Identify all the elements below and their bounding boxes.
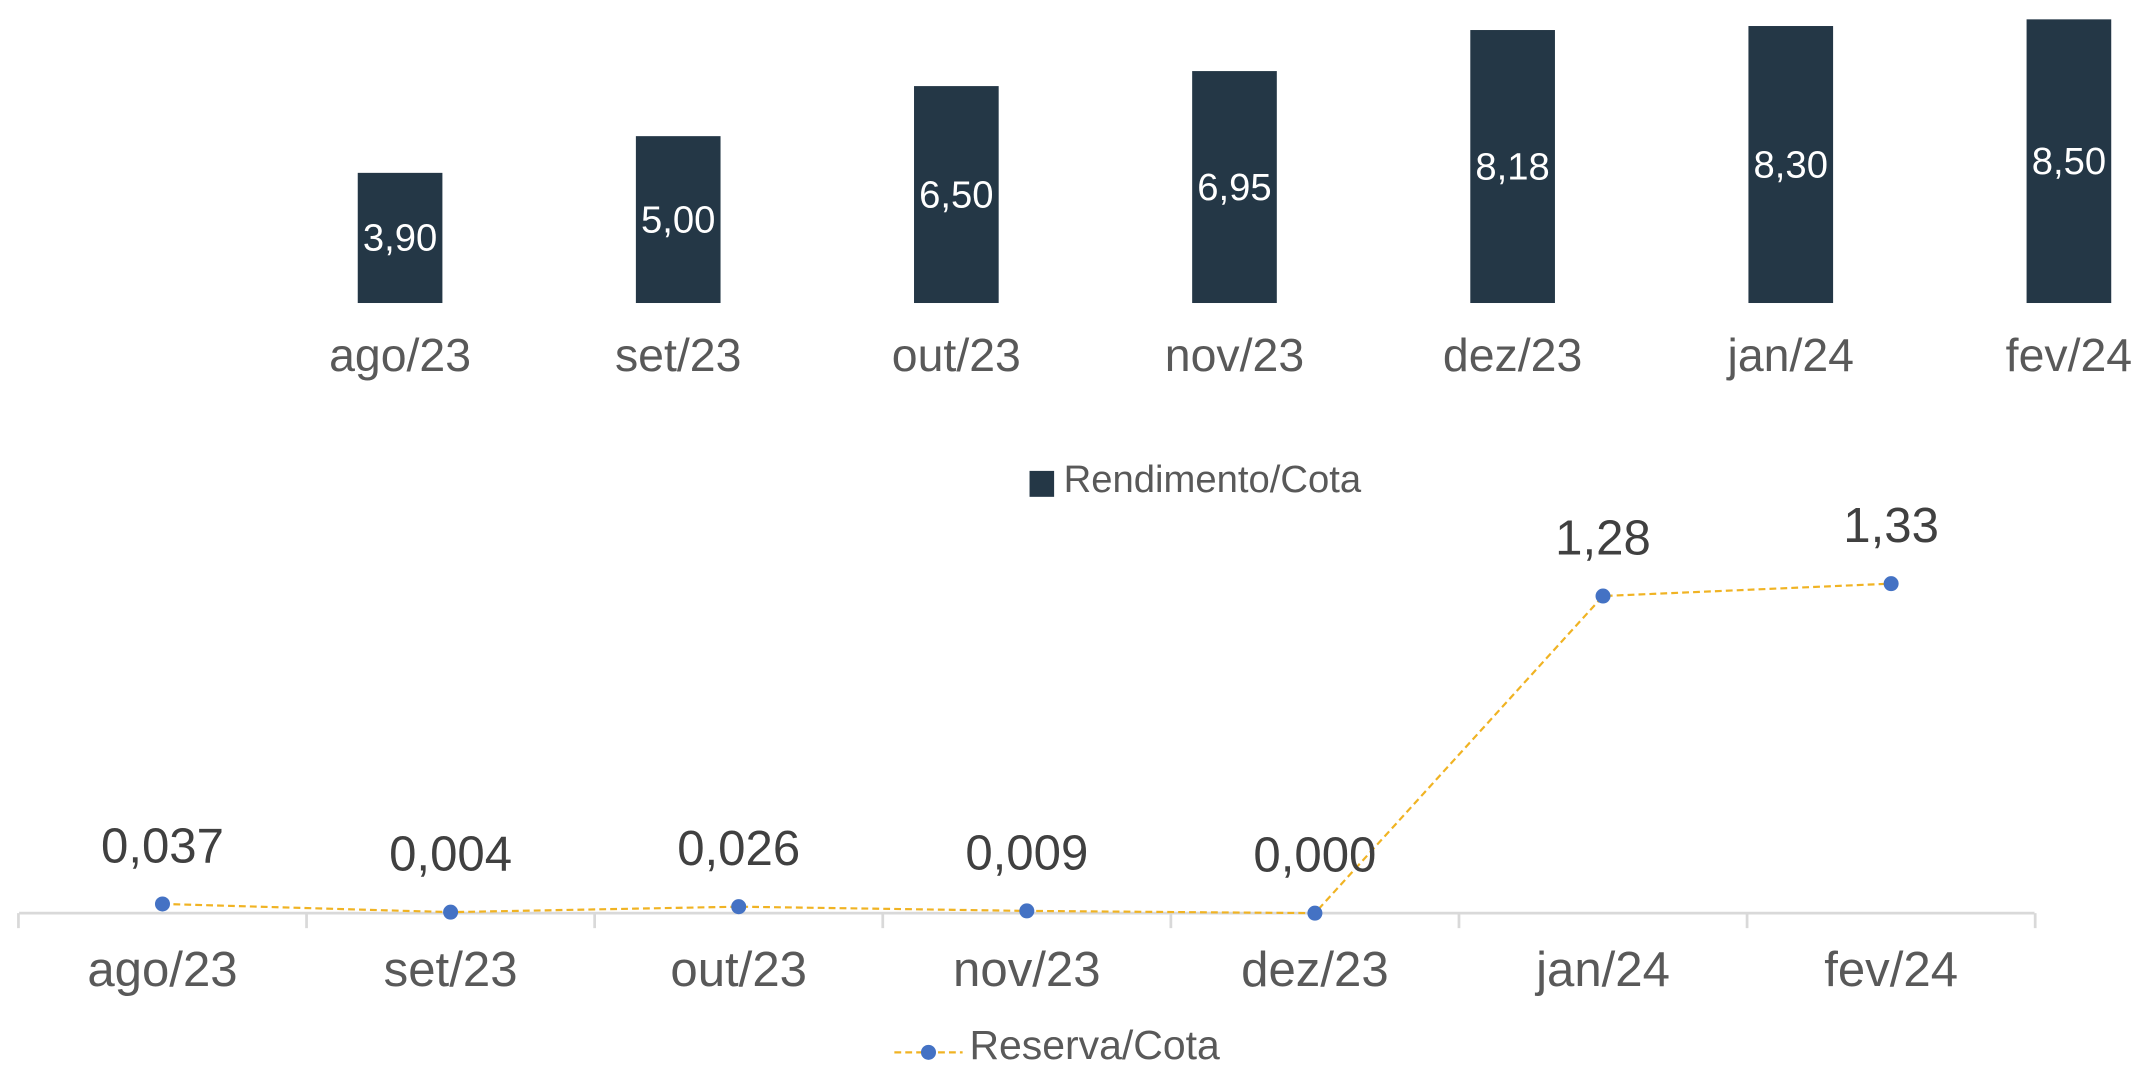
x-tick-label: set/23 [615,329,741,381]
bar [635,136,721,304]
x-tick-label: out/23 [892,329,1021,381]
data-label: 0,026 [677,822,800,876]
data-label: 5,00 [641,198,715,241]
marker [731,899,747,915]
x-tick-label: fev/24 [2006,329,2132,381]
x-tick-label: nov/23 [953,943,1101,997]
x-tick-label: dez/23 [1241,943,1389,997]
data-label: 6,50 [919,173,993,216]
x-tick-label: dez/23 [1443,329,1582,381]
data-label: 8,30 [1754,143,1828,186]
legend-label: Rendimento/Cota [1064,458,1362,501]
legend-swatch [1029,470,1055,497]
data-label: 6,95 [1197,166,1271,209]
marker [1307,905,1323,921]
bar [357,172,443,304]
bar [914,86,999,304]
marker [443,904,459,920]
x-tick-label: set/23 [384,943,518,997]
data-label: 0,037 [101,819,224,873]
x-tick-label: jan/24 [1534,943,1670,997]
x-tick-label: out/23 [670,943,807,997]
marker [154,896,170,912]
marker [1883,576,1899,592]
data-label: 0,000 [1253,829,1376,883]
data-label: 8,50 [2032,140,2106,183]
bar [1748,26,1834,304]
x-tick-label: ago/23 [87,943,237,997]
bar [2026,19,2112,304]
data-label: 3,90 [363,217,437,260]
x-tick-label: jan/24 [1726,329,1854,381]
x-tick-label: nov/23 [1165,329,1304,381]
bar [1192,71,1277,304]
marker [1595,588,1611,604]
legend-marker [920,1044,937,1060]
data-label: 1,28 [1555,511,1651,565]
marker [1019,903,1035,919]
data-label: 8,18 [1475,145,1549,188]
legend-label: Reserva/Cota [969,1022,1220,1066]
x-tick-label: ago/23 [329,329,471,381]
data-label: 1,33 [1843,499,1939,553]
x-tick-label: fev/24 [1824,943,1958,997]
data-label: 0,009 [965,826,1088,880]
data-label: 0,004 [389,828,512,882]
bar [1470,30,1555,304]
